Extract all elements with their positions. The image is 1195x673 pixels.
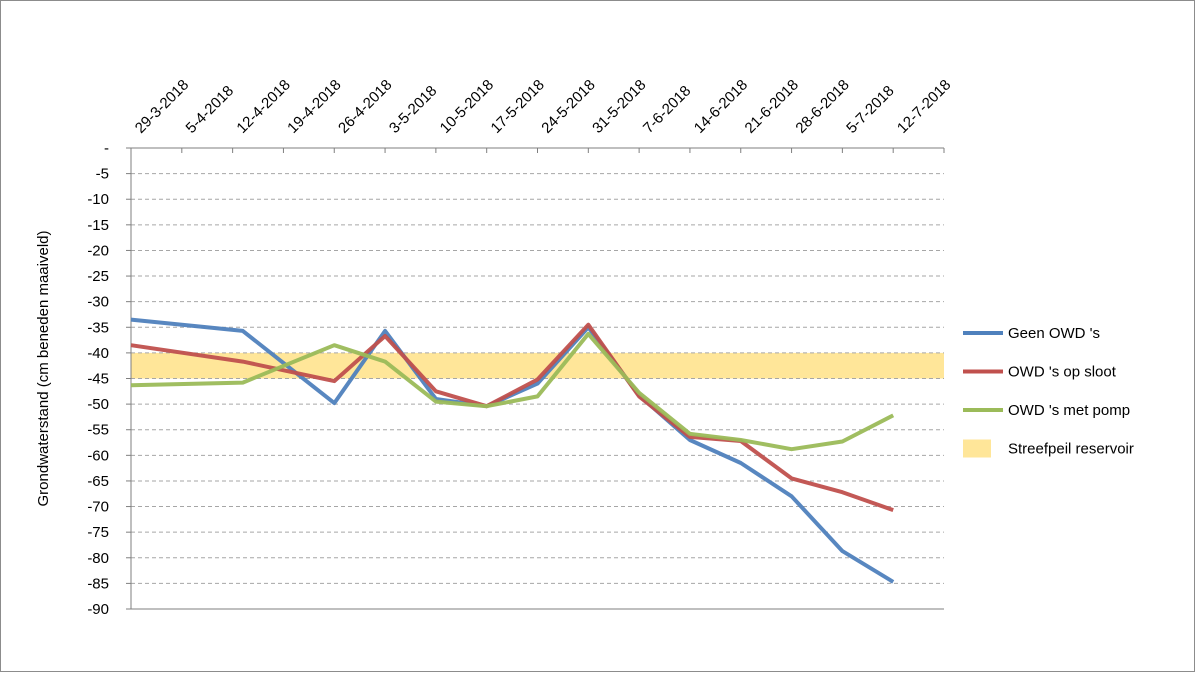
x-tick-label: 3-5-2018 (386, 82, 440, 136)
y-axis-title: Grondwaterstand (cm beneden maaiveld) (35, 231, 52, 507)
y-tick-label: -60 (87, 447, 109, 464)
y-tick-label: -75 (87, 524, 109, 541)
y-tick-label: -70 (87, 499, 109, 516)
y-tick-label: -50 (87, 396, 109, 413)
series-line-3 (130, 331, 895, 452)
x-tick-label: 29-3-2018 (132, 76, 192, 136)
y-tick-label: -30 (87, 294, 109, 311)
series-line-2 (130, 322, 894, 512)
y-tick-label: -55 (87, 422, 109, 439)
y-tick-label: -5 (96, 166, 109, 183)
y-tick-label: -15 (87, 217, 109, 234)
axis-layer (126, 147, 945, 610)
x-tick-label: 14-6-2018 (691, 76, 751, 136)
y-tick-label: -90 (87, 601, 109, 618)
y-tick-label: -45 (87, 371, 109, 388)
y-tick-label: -40 (87, 345, 109, 362)
x-tick-label: 10-5-2018 (437, 76, 497, 136)
series-layer (130, 317, 895, 584)
legend-label: Geen OWD 's (1008, 325, 1100, 342)
legend-label: OWD 's met pomp (1008, 402, 1130, 419)
label-layer: - -5 -10 -15 -20 -25 -30 -35 -40 -45 -50 -55 -60 -65 -… (35, 76, 954, 618)
x-tick-label: 26-4-2018 (335, 76, 395, 136)
x-tick-label: 17-5-2018 (487, 76, 547, 136)
y-tick-label: - (104, 140, 109, 157)
legend-swatch (963, 439, 991, 458)
x-tick-label: 5-4-2018 (183, 82, 237, 136)
grid-layer (131, 173, 944, 610)
x-tick-label: 12-7-2018 (894, 76, 954, 136)
x-tick-label: 19-4-2018 (284, 76, 344, 136)
x-tick-label: 7-6-2018 (640, 82, 694, 136)
legend-label: OWD 's op sloot (1008, 364, 1117, 381)
y-tick-label: -35 (87, 319, 109, 336)
x-tick-label: 21-6-2018 (742, 76, 802, 136)
series-line-1 (130, 317, 895, 584)
y-tick-label: -25 (87, 268, 109, 285)
legend-label: Streefpeil reservoir (1008, 441, 1134, 458)
legend: Geen OWD 's OWD 's op sloot OWD 's met pom… (963, 325, 1134, 458)
y-tick-label: -65 (87, 473, 109, 490)
x-tick-label: 5-7-2018 (843, 82, 897, 136)
x-tick-label: 12-4-2018 (233, 76, 293, 136)
y-tick-label: -85 (87, 575, 109, 592)
x-tick-label: 28-6-2018 (792, 76, 852, 136)
y-tick-label: -20 (87, 242, 109, 259)
y-tick-label: -10 (87, 191, 109, 208)
x-tick-label: 31-5-2018 (589, 76, 649, 136)
y-tick-label: -80 (87, 550, 109, 567)
x-tick-label: 24-5-2018 (538, 76, 598, 136)
